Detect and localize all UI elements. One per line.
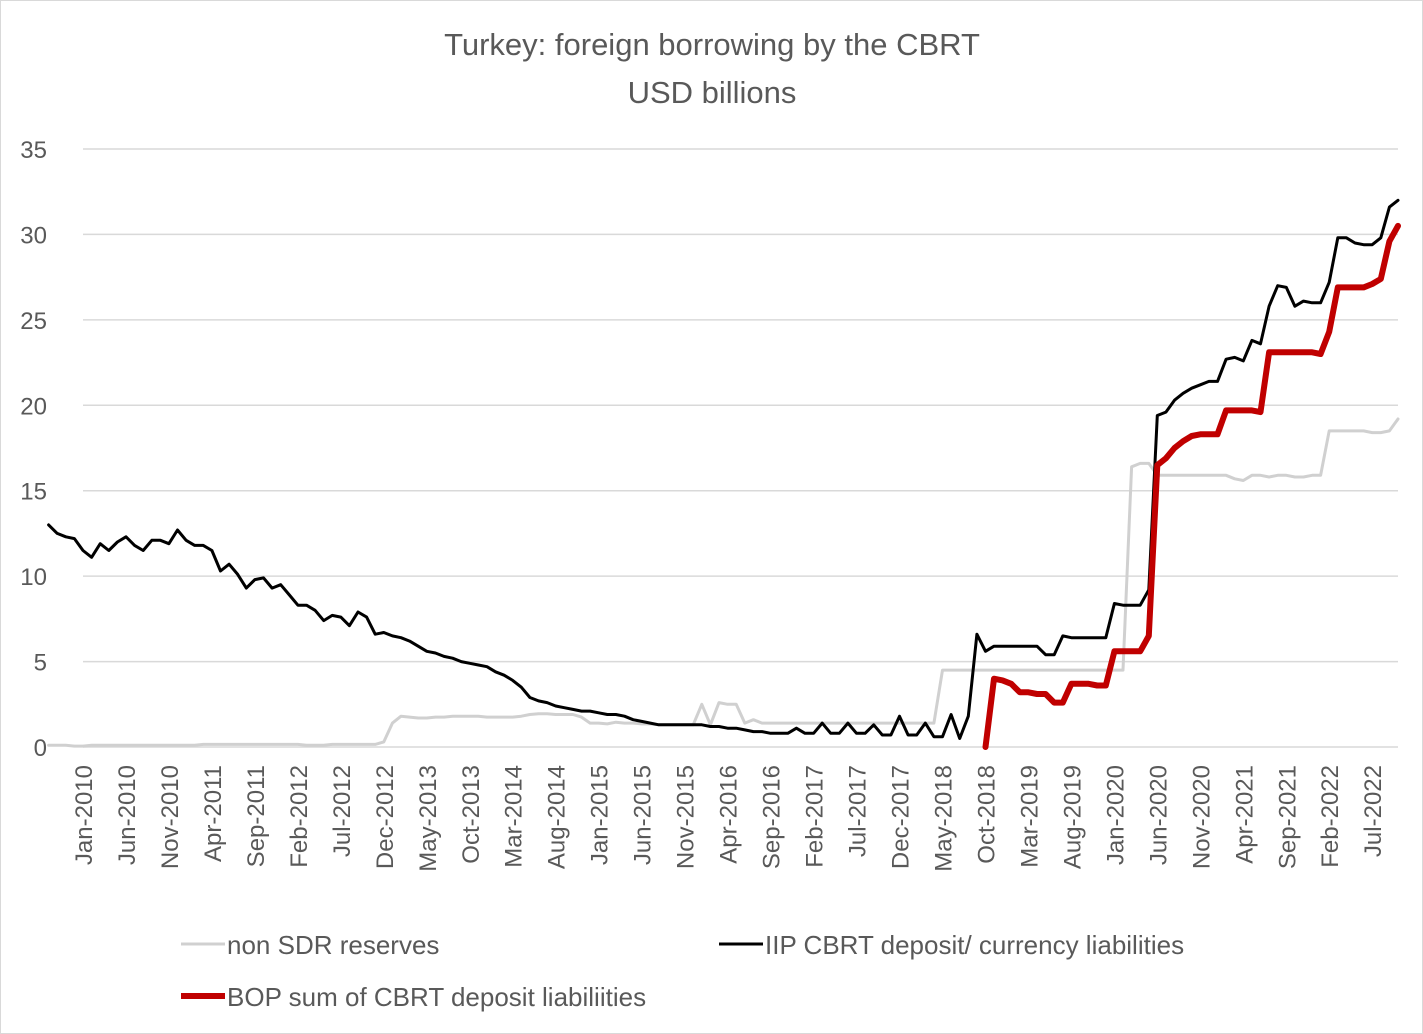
x-tick-label: Jun-2020 <box>1145 765 1172 865</box>
x-tick-label: Mar-2019 <box>1016 765 1043 868</box>
legend-label: non SDR reserves <box>227 930 439 960</box>
legend-label: BOP sum of CBRT deposit liabiliities <box>227 982 646 1012</box>
y-tick-label: 15 <box>20 479 47 506</box>
x-tick-label: Jul-2012 <box>329 765 356 857</box>
y-tick-label: 5 <box>34 650 47 677</box>
x-tick-label: Dec-2017 <box>888 765 915 869</box>
x-tick-label: Aug-2019 <box>1059 765 1086 869</box>
y-axis-ticks: 0 5 10 15 20 25 30 35 <box>20 137 47 762</box>
x-tick-label: Jul-2017 <box>845 765 872 857</box>
x-tick-label: May-2013 <box>415 765 442 872</box>
x-tick-label: Jan-2010 <box>71 765 98 865</box>
series-line-2 <box>47 198 1400 740</box>
x-tick-label: Feb-2012 <box>286 765 313 868</box>
series-line-3 <box>982 222 1401 750</box>
gridlines <box>83 148 1398 748</box>
x-tick-label: Apr-2016 <box>716 765 743 864</box>
y-tick-label: 20 <box>20 393 47 420</box>
x-tick-label: Jun-2010 <box>114 765 141 865</box>
chart-title: Turkey: foreign borrowing by the CBRT <box>444 27 980 62</box>
x-tick-label: Apr-2021 <box>1231 765 1258 864</box>
y-tick-label: 10 <box>20 564 47 591</box>
x-tick-label: Apr-2011 <box>200 765 227 862</box>
legend: non SDR reserves IIP CBRT deposit/ curren… <box>181 930 1184 1012</box>
x-tick-label: Sep-2011 <box>243 765 270 867</box>
y-tick-label: 30 <box>20 222 47 249</box>
legend-label: IIP CBRT deposit/ currency liabilities <box>765 930 1184 960</box>
x-tick-label: Oct-2013 <box>458 765 485 864</box>
x-tick-label: Jul-2022 <box>1360 765 1387 857</box>
x-tick-label: Mar-2014 <box>501 765 528 868</box>
x-tick-label: Sep-2021 <box>1274 765 1301 869</box>
series-lines <box>47 198 1401 750</box>
x-tick-label: Oct-2018 <box>973 765 1000 864</box>
x-tick-label: Sep-2016 <box>759 765 786 869</box>
x-tick-label: Aug-2014 <box>544 765 571 869</box>
series-line-1 <box>47 417 1400 748</box>
y-tick-label: 25 <box>20 308 47 335</box>
x-tick-label: Jun-2015 <box>630 765 657 865</box>
x-tick-label: Feb-2022 <box>1317 765 1344 868</box>
x-axis-ticks: Jan-2010 Jun-2010 Nov-2010 Apr-2011 Sep-2011… <box>71 765 1387 872</box>
x-tick-label: Nov-2010 <box>157 765 184 869</box>
x-tick-label: Jan-2015 <box>587 765 614 865</box>
x-tick-label: Nov-2015 <box>673 765 700 869</box>
chart-subtitle: USD billions <box>628 75 797 110</box>
x-tick-label: Dec-2012 <box>372 765 399 869</box>
y-tick-label: 35 <box>20 137 47 164</box>
x-tick-label: Feb-2017 <box>802 765 829 868</box>
x-tick-label: Jan-2020 <box>1102 765 1129 865</box>
x-tick-label: Nov-2020 <box>1188 765 1215 869</box>
x-tick-label: May-2018 <box>930 765 957 872</box>
y-tick-label: 0 <box>34 735 47 762</box>
